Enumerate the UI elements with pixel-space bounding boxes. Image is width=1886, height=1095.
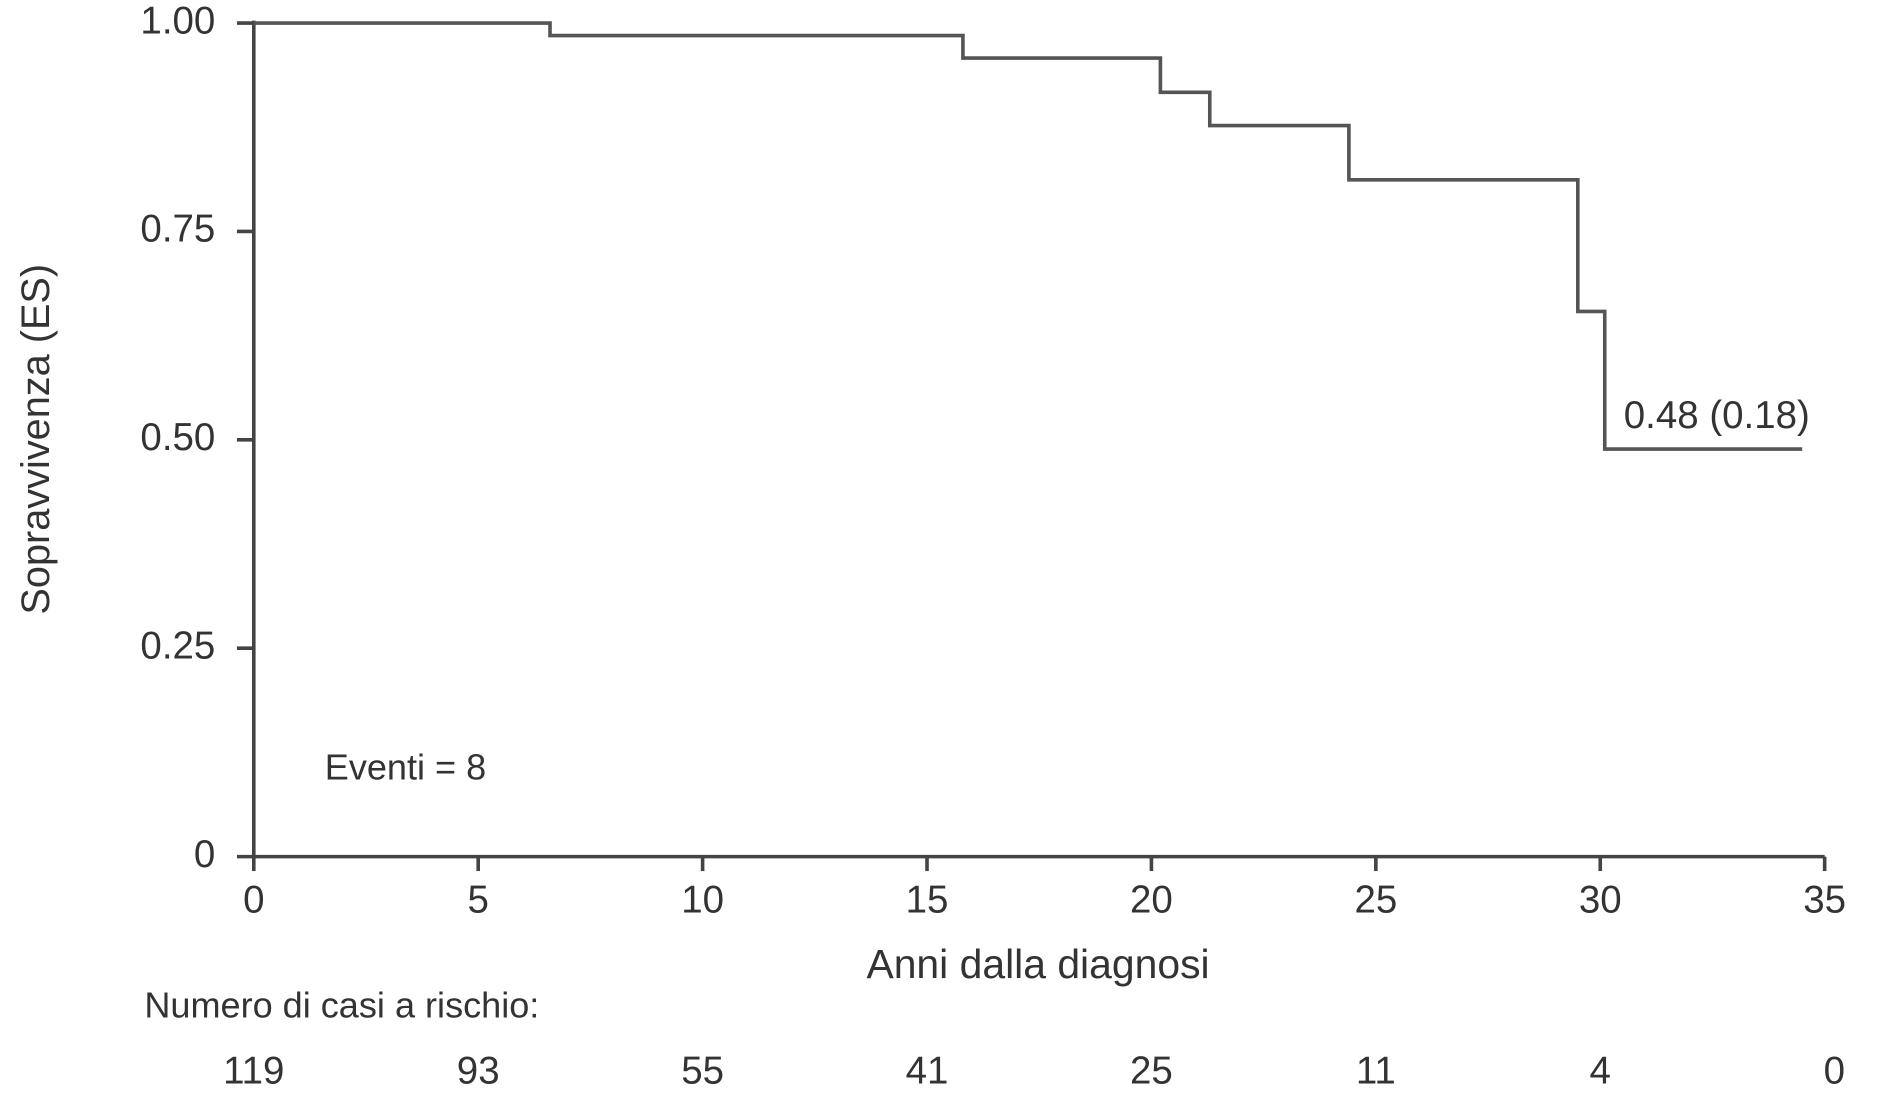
risk-count: 11 — [1356, 1049, 1396, 1092]
x-tick-label: 0 — [243, 878, 264, 921]
y-tick-label: 0.50 — [140, 416, 215, 459]
risk-count: 41 — [906, 1049, 949, 1092]
y-axis-title: Sopravvivenza (ES) — [14, 264, 58, 615]
y-tick-label: 0 — [194, 833, 215, 876]
x-tick-label: 10 — [681, 878, 724, 921]
x-tick-label: 5 — [467, 878, 488, 921]
x-tick-label: 15 — [906, 878, 949, 921]
risk-count: 93 — [457, 1049, 500, 1092]
survival-curve — [253, 21, 1803, 451]
x-tick-label: 35 — [1803, 878, 1846, 921]
risk-count: 0 — [1824, 1049, 1845, 1092]
annotation: Eventi = 8 — [325, 747, 486, 788]
y-tick-label: 0.25 — [140, 624, 215, 667]
x-axis-title: Anni dalla diagnosi — [866, 941, 1209, 987]
x-tick-label: 30 — [1579, 878, 1622, 921]
annotation: 0.48 (0.18) — [1624, 394, 1810, 437]
risk-count: 119 — [223, 1049, 284, 1092]
y-tick-label: 1.00 — [140, 0, 215, 42]
y-tick-label: 0.75 — [140, 208, 215, 251]
x-tick-label: 25 — [1354, 878, 1397, 921]
risk-count: 55 — [681, 1049, 724, 1092]
risk-count: 25 — [1130, 1049, 1173, 1092]
risk-table-label: Numero di casi a rischio: — [144, 985, 539, 1026]
x-tick-label: 20 — [1130, 878, 1173, 921]
risk-count: 4 — [1590, 1049, 1611, 1092]
